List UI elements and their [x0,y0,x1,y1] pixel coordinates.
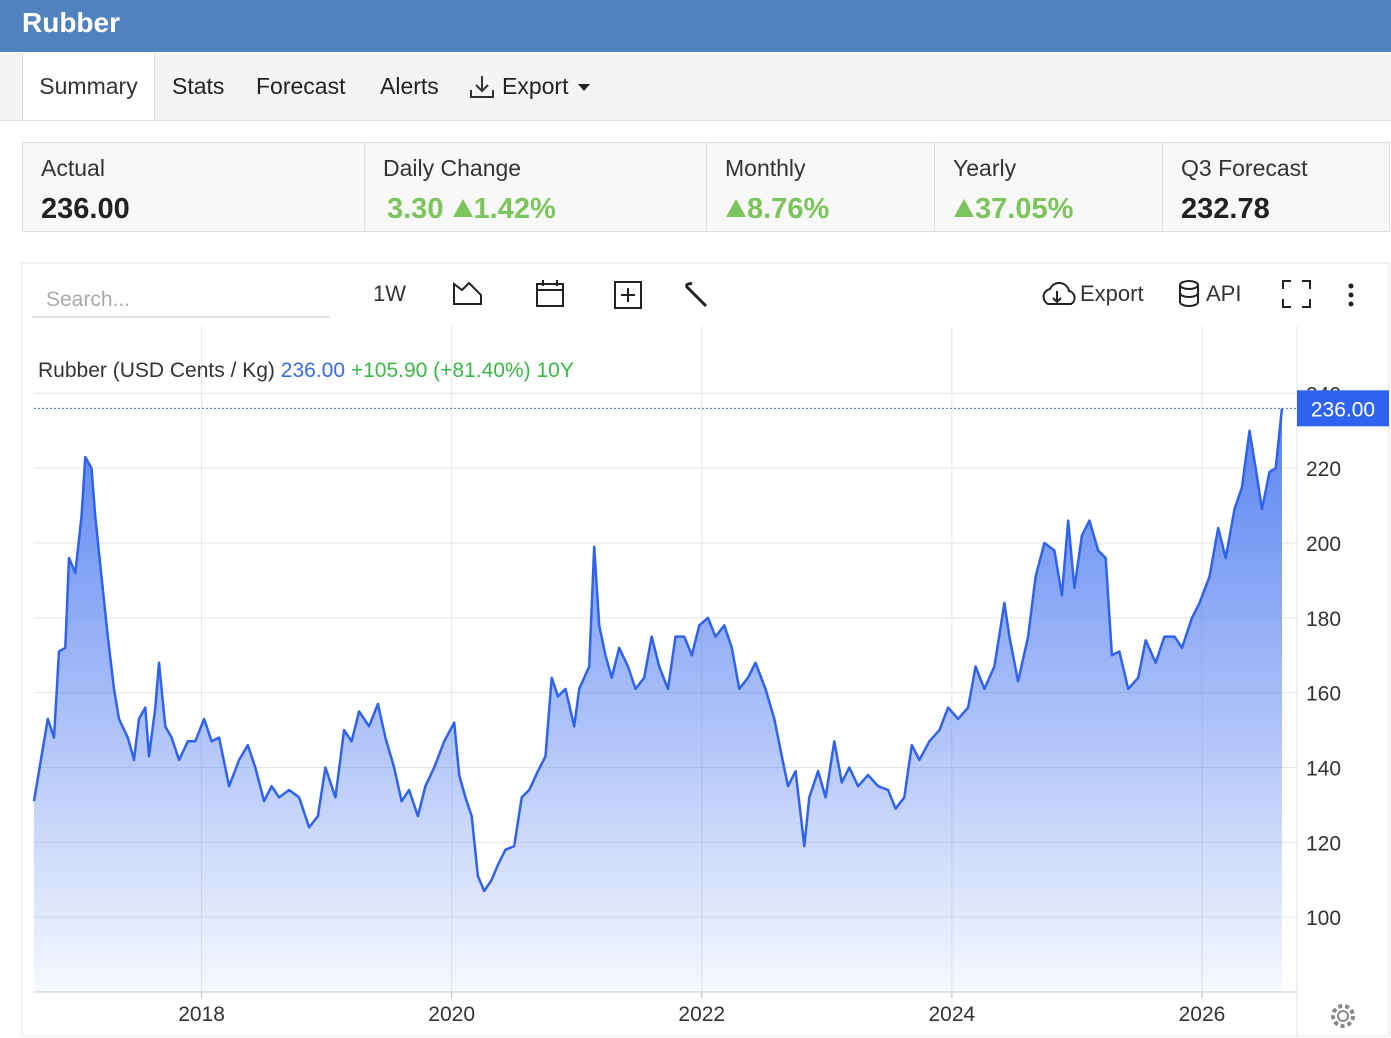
stat-box: Actual 236.00 [22,142,365,232]
x-tick-label: 2018 [178,1003,225,1026]
stat-label: Yearly [953,155,1017,181]
page-title: Rubber [22,7,120,38]
stat-value: 3.30 [387,193,444,225]
legend: Rubber (USD Cents / Kg) 236.00 +105.90 (… [38,359,574,382]
tab-bar: Summary Stats Forecast Alerts Export [0,53,1391,121]
stat-label: Actual [41,155,105,181]
fullscreen-icon[interactable] [1282,280,1311,308]
cloud-icon[interactable] [1042,281,1076,305]
add-icon[interactable] [614,281,642,309]
stat-value: 236.00 [41,193,130,225]
x-tick-label: 2022 [678,1003,725,1026]
stat-label: Daily Change [383,155,522,181]
up-triangle [452,199,473,217]
y-tick-label: 100 [1306,907,1341,930]
menu-icon[interactable] [1348,283,1354,289]
stat-box: Monthly 8.76% [706,142,935,232]
tab[interactable]: Stats [172,73,225,99]
change-label: +105.90 (+81.40%) 10Y [351,359,574,382]
range-button[interactable]: 1W [373,281,406,306]
current-flag-label: 236.00 [1311,398,1375,421]
stat-box: Daily Change 3.30 1.42% [364,142,707,232]
tab[interactable]: Summary [22,53,155,120]
database-icon[interactable] [1179,280,1199,290]
tab[interactable]: Forecast [256,73,346,99]
tab[interactable]: Alerts [380,73,439,99]
line [32,408,1284,893]
y-tick-label: 140 [1306,758,1341,781]
search-box[interactable]: Search... [46,288,130,311]
y-tick-label: 180 [1306,608,1341,631]
header: Rubber [0,0,1391,52]
stat-value: 232.78 [1181,193,1270,225]
export-button[interactable]: Export [1080,281,1144,306]
y-tick-label: 200 [1306,533,1341,556]
y-tick-label: 120 [1306,832,1341,855]
download-icon [470,76,494,98]
stat-box: Yearly 37.05% [934,142,1163,232]
current-label: 236.00 [281,359,345,382]
chart-type-icon[interactable] [453,281,482,305]
series-label: Rubber (USD Cents / Kg) [38,359,275,382]
stat-change: 1.42% [473,193,556,225]
y-tick-label: 220 [1306,458,1341,481]
x-tick-label: 2020 [428,1003,475,1026]
y-tick-label: 160 [1306,683,1341,706]
stat-box: Q3 Forecast 232.78 [1162,142,1390,232]
toolbar-icons [453,280,1311,309]
x-tick-label: 2024 [929,1003,976,1026]
up-triangle [954,199,974,217]
stat-change: 8.76% [747,193,830,225]
stat-label: Q3 Forecast [1181,155,1308,181]
tab[interactable]: Export [502,73,569,99]
y-tick-label: 240 [1306,383,1341,406]
calendar-icon[interactable] [536,283,564,307]
settings-icon[interactable] [1331,1004,1355,1028]
caret [578,84,590,91]
wrench-icon[interactable] [684,282,708,308]
current-flag [1297,390,1389,427]
stat-label: Monthly [725,155,806,181]
chart-panel [21,262,1390,1037]
x-tick-label: 2026 [1179,1003,1226,1026]
api-button[interactable]: API [1206,281,1241,306]
stat-change: 37.05% [975,193,1074,225]
area [34,408,1282,992]
up-triangle [726,199,746,217]
plot: 100 120 140 160 180 200 220 240 2018 2020 2022 2024… [32,326,1389,1036]
